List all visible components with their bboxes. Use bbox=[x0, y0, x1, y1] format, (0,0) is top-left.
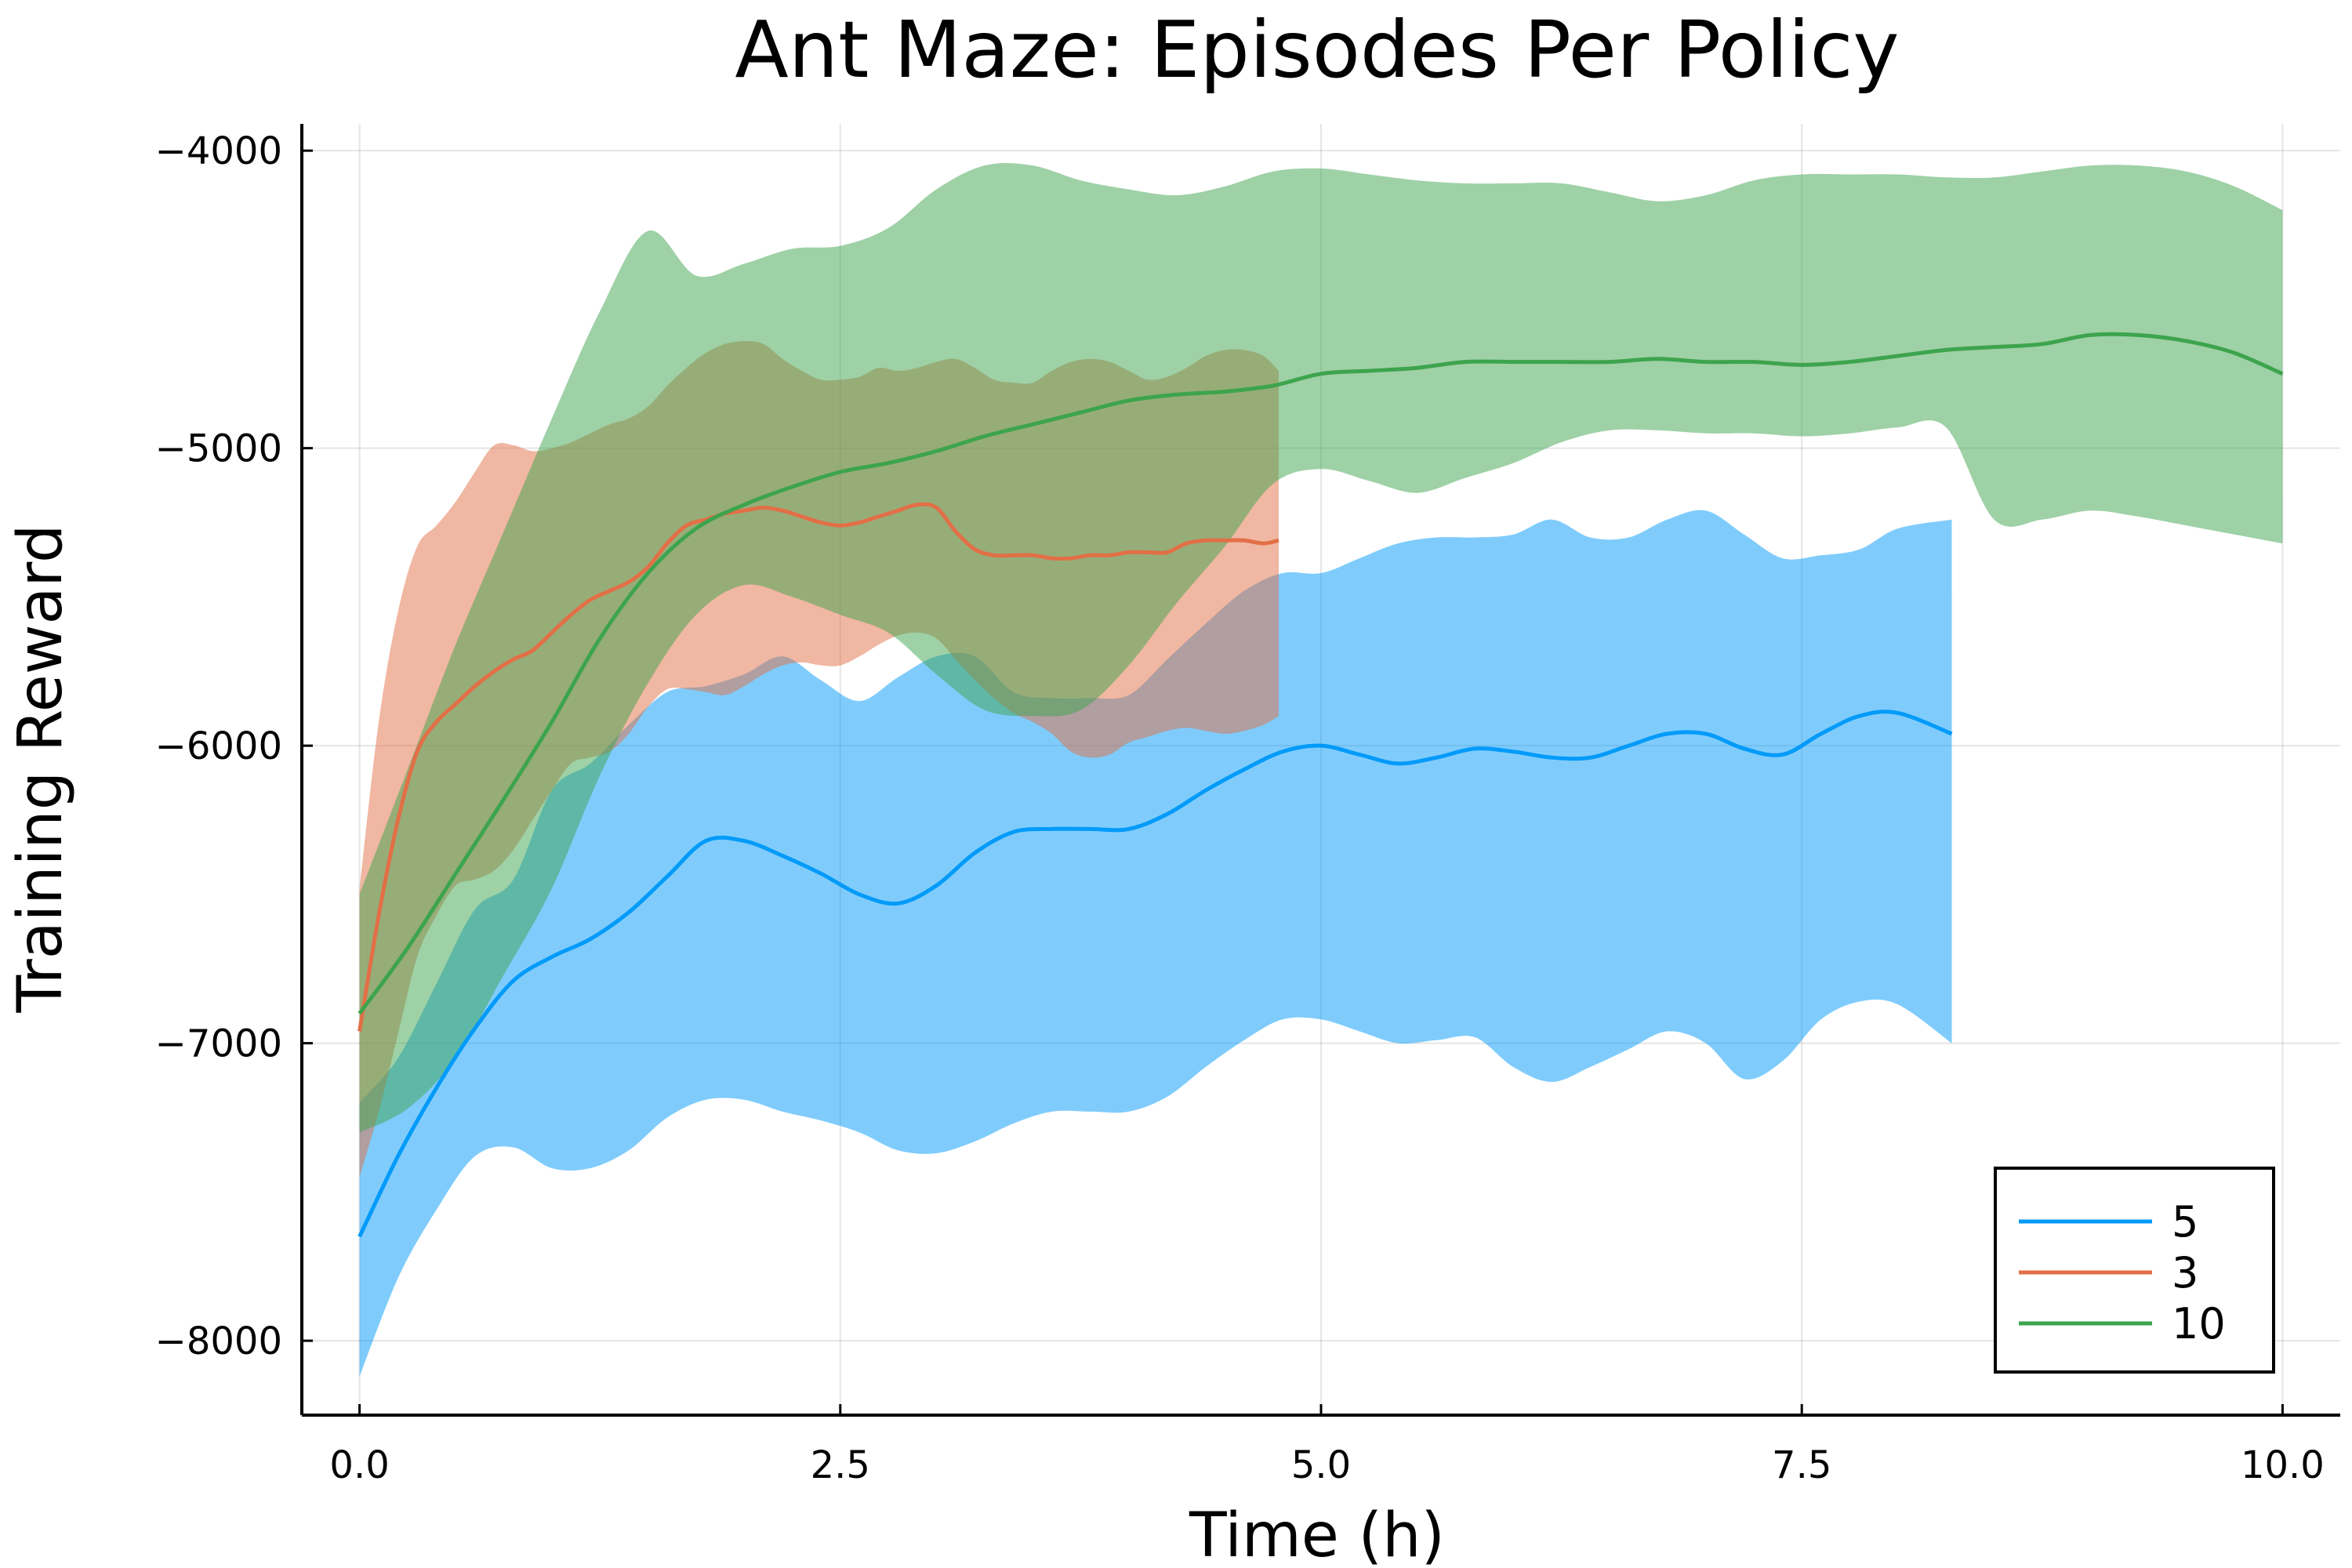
series-band-10 bbox=[359, 163, 2283, 1133]
chart-title: Ant Maze: Episodes Per Policy bbox=[735, 4, 1899, 96]
x-tick-label: 7.5 bbox=[1772, 1443, 1831, 1487]
legend-box bbox=[1994, 1167, 2275, 1374]
series-line-10 bbox=[358, 332, 2284, 1015]
x-tick-label: 10.0 bbox=[2241, 1443, 2325, 1487]
y-axis-label: Training Reward bbox=[5, 524, 76, 1013]
x-axis-label: Time (h) bbox=[1189, 1501, 1445, 1568]
legend-label: 10 bbox=[2172, 1299, 2226, 1348]
y-axis-ticks: −8000 −7000 −6000 −5000 −4000 bbox=[155, 129, 313, 1363]
legend-label: 5 bbox=[2172, 1197, 2198, 1247]
y-tick-label: −6000 bbox=[155, 724, 282, 768]
series-line-3 bbox=[358, 502, 1279, 1032]
series-bands bbox=[359, 163, 2283, 1377]
series-lines bbox=[358, 332, 2284, 1238]
x-tick-label: 0.0 bbox=[329, 1443, 389, 1487]
y-tick-label: −7000 bbox=[155, 1022, 282, 1066]
y-tick-label: −8000 bbox=[155, 1319, 282, 1363]
x-tick-label: 5.0 bbox=[1291, 1443, 1351, 1487]
x-axis-ticks: 0.0 2.5 5.0 7.5 10.0 bbox=[329, 1404, 2325, 1487]
y-tick-label: −5000 bbox=[155, 427, 282, 471]
y-tick-label: −4000 bbox=[155, 129, 282, 173]
series-band-5 bbox=[359, 510, 1952, 1377]
x-tick-label: 2.5 bbox=[811, 1443, 870, 1487]
legend-label: 3 bbox=[2172, 1248, 2198, 1298]
series-line-5 bbox=[358, 710, 1953, 1238]
